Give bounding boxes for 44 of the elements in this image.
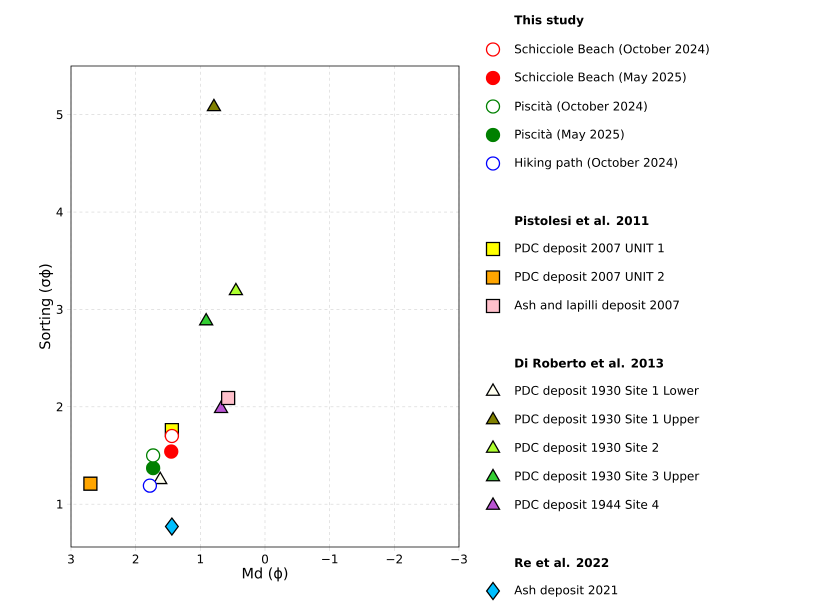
point xyxy=(214,400,228,414)
legend-label: PDC deposit 1930 Site 2 xyxy=(515,442,658,454)
x-tick-label: 1 xyxy=(198,554,204,564)
x-tick-label: 0 xyxy=(262,554,268,564)
point xyxy=(164,444,178,459)
y-tick-label: 2 xyxy=(56,402,62,412)
y-axis-title: Sorting (σϕ) xyxy=(39,264,54,349)
legend-label: Piscità (May 2025) xyxy=(515,128,624,142)
legend-label: Ash deposit 2021 xyxy=(514,585,618,597)
legend-label: Hiking path (October 2024) xyxy=(515,158,678,170)
legend-label: PDC deposit 2007 UNIT 1 xyxy=(515,243,664,255)
y-tick-label: 3 xyxy=(56,304,63,314)
legend-label: Schicciole Beach (May 2025) xyxy=(514,72,686,84)
text: Re et al. 2022 xyxy=(515,558,608,568)
legend-label: Ash and lapilli deposit 2007 xyxy=(514,300,679,312)
x-axis-title: Md (ϕ) xyxy=(242,567,288,582)
point xyxy=(142,478,158,493)
point xyxy=(164,428,180,444)
point xyxy=(228,282,244,296)
text: Pistolesi et al. 2011 xyxy=(515,216,648,226)
x-tick-label: 3 xyxy=(68,554,74,564)
legend-label: PDC deposit 2007 UNIT 2 xyxy=(515,272,664,284)
x-tick-label: 2 xyxy=(132,554,138,564)
point xyxy=(83,476,98,491)
legend-label: PDC deposit 1930 Site 3 Upper xyxy=(515,471,700,483)
point xyxy=(199,312,214,326)
point xyxy=(146,460,160,476)
point xyxy=(206,98,222,112)
legend-label: PDC deposit 1930 Site 1 Lower xyxy=(515,386,699,398)
text: This study xyxy=(514,15,584,27)
legend-label: PDC deposit 1930 Site 1 Upper xyxy=(515,414,700,426)
y-tick-label: 1 xyxy=(57,500,62,508)
y-tick-label: 4 xyxy=(56,208,63,216)
legend-label: Piscità (October 2024) xyxy=(515,100,647,112)
x-tick-label: −1 xyxy=(322,554,338,564)
x-tick-label: −2 xyxy=(386,554,402,564)
x-tick-label: −3 xyxy=(451,554,467,564)
point xyxy=(220,390,236,406)
text: Di Roberto et al. 2013 xyxy=(515,358,664,368)
point xyxy=(146,448,160,463)
legend-label: Schicciole Beach (October 2024) xyxy=(514,44,709,55)
point xyxy=(164,517,179,536)
legend-label: PDC deposit 1944 Site 4 xyxy=(515,500,659,512)
y-tick-label: 5 xyxy=(56,110,62,120)
